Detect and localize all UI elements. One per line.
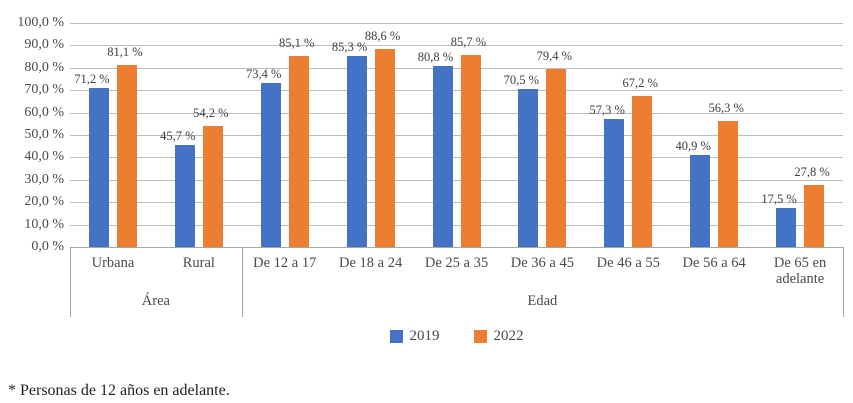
category-label: De 18 a 24 [339,255,403,271]
axis-group-separator [843,247,844,317]
y-axis-tick-label: 0,0 % [31,239,64,254]
axis-group-separator [241,247,243,317]
grid-line [70,224,843,226]
category-label: De 46 a 55 [596,255,660,271]
bar-2022 [718,120,739,247]
data-label-2022: 79,4 % [536,49,573,64]
data-label-2022: 54,2 % [193,105,229,120]
data-label-2019: 85,3 % [331,39,368,54]
grid-line [70,157,843,159]
data-label-2019: 17,5 % [761,191,797,206]
bar-2019 [776,207,797,247]
data-label-2019: 40,9 % [675,139,711,154]
y-axis-tick-label: 90,0 % [24,37,64,53]
category-label: De 36 a 45 [510,255,574,271]
data-label-2019: 70,5 % [503,73,540,88]
bar-2019 [432,66,453,247]
bar-2022 [288,56,309,247]
chart-legend: 2019 2022 [70,329,843,344]
bar-2022 [374,48,395,247]
data-label-2022: 56,3 % [708,100,744,115]
category-label: Rural [182,255,215,271]
legend-swatch-icon [473,330,487,343]
bar-2022 [546,69,567,247]
y-axis-tick-label: 80,0 % [24,59,64,75]
bar-2019 [690,155,711,247]
y-axis-tick-label: 50,0 % [24,127,64,142]
legend-label: 2019 [409,328,440,344]
y-axis-tick-label: 70,0 % [24,82,64,98]
y-axis-tick-label: 20,0 % [24,194,64,210]
data-label-2022: 88,6 % [364,28,401,43]
grid-line [70,67,843,69]
group-label: Área [141,293,170,309]
bar-2022 [116,65,137,247]
bar-2019 [260,82,281,247]
data-label-2019: 73,4 % [246,66,282,81]
category-label: De 25 a 35 [424,255,489,271]
category-label: De 56 a 64 [682,255,746,271]
data-label-2022: 67,2 % [622,76,658,91]
x-axis-line [70,247,843,248]
legend-item-2022: 2022 [473,328,524,344]
data-label-2022: 85,1 % [279,36,315,51]
grid-line [70,179,843,181]
bar-2022 [632,96,653,247]
data-label-2022: 81,1 % [107,45,143,60]
data-label-2019: 45,7 % [160,128,196,143]
data-label-2019: 71,2 % [74,71,110,86]
group-label: Edad [527,293,558,309]
y-axis-tick-label: 60,0 % [24,104,64,120]
bar-2019 [604,118,625,247]
data-label-2022: 85,7 % [450,35,487,50]
grid-line [70,202,843,204]
legend-label: 2022 [493,328,524,344]
bar-2019 [174,144,195,247]
data-label-2019: 57,3 % [589,102,625,117]
bar-2019 [346,55,367,247]
data-label-2019: 80,8 % [417,50,454,64]
bar-2022 [460,55,481,247]
data-label-2022: 27,8 % [794,164,830,179]
axis-group-separator [70,247,71,317]
grid-line [70,135,843,136]
y-axis-tick-label: 30,0 % [24,171,64,187]
bar-2022 [202,125,223,247]
category-label: De 65 en adelante [773,255,827,287]
y-axis-tick-label: 10,0 % [24,216,64,232]
y-axis-tick-label: 40,0 % [24,149,64,165]
bar-2022 [804,184,825,247]
grid-line [70,23,843,24]
category-label: De 12 a 17 [253,255,317,271]
bar-2019 [88,87,109,247]
grid-line [70,90,843,92]
chart-footnote: * Personas de 12 años en adelante. [8,382,230,399]
legend-swatch-icon [389,330,403,343]
grid-line [70,45,843,47]
y-axis-tick-label: 100,0 % [17,15,64,30]
legend-item-2019: 2019 [389,328,440,344]
grid-line [70,112,843,114]
bar-2019 [518,89,539,247]
category-label: Urbana [91,255,135,271]
